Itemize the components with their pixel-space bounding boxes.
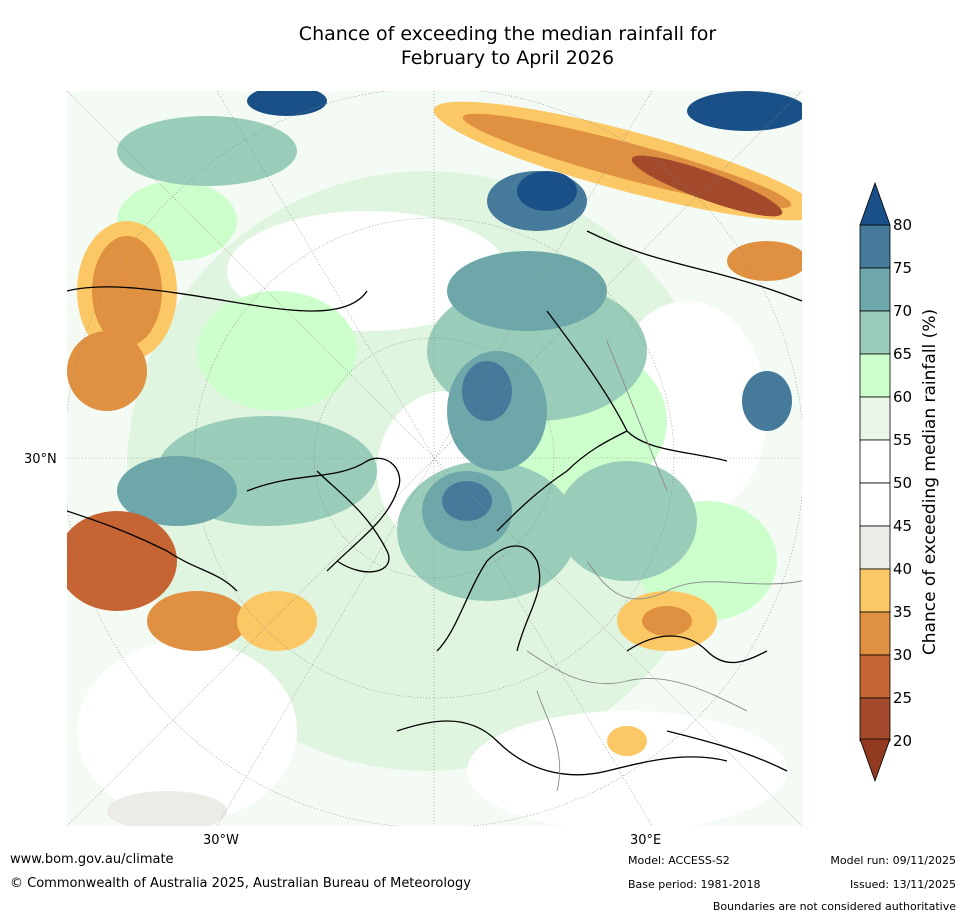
colorbar-bin xyxy=(859,353,891,398)
map-region xyxy=(77,641,297,821)
lat-label-30n: 30°N xyxy=(24,452,57,467)
colorbar-bin xyxy=(859,697,891,742)
map-region xyxy=(237,591,317,651)
footer-boundaries: Boundaries are not considered authoritat… xyxy=(712,900,956,913)
map-region xyxy=(92,236,162,346)
footer-model-run: Model run: 09/11/2025 xyxy=(830,854,956,867)
footer-copyright: © Commonwealth of Australia 2025, Austra… xyxy=(10,876,471,891)
colorbar-tick-label: 45 xyxy=(893,517,913,535)
colorbar-tick-label: 75 xyxy=(893,259,913,277)
map-region xyxy=(247,91,327,116)
colorbar-bin xyxy=(859,654,891,699)
chart-title: Chance of exceeding the median rainfall … xyxy=(0,22,965,70)
colorbar-tick-label: 50 xyxy=(893,474,913,492)
map-region xyxy=(607,726,647,756)
footer-issued: Issued: 13/11/2025 xyxy=(849,878,956,891)
colorbar-over-arrow xyxy=(859,182,891,226)
colorbar-bin xyxy=(859,568,891,613)
colorbar-tick-label: 70 xyxy=(893,302,913,320)
map-region xyxy=(447,251,607,331)
map-region xyxy=(117,116,297,186)
footer-model: Model: ACCESS-S2 xyxy=(628,854,730,867)
colorbar-bin xyxy=(859,439,891,484)
footer-base-period: Base period: 1981-2018 xyxy=(628,878,761,891)
footer-url[interactable]: www.bom.gov.au/climate xyxy=(10,852,174,867)
map-region xyxy=(517,171,577,211)
title-line-2: February to April 2026 xyxy=(400,47,615,69)
map-region xyxy=(67,331,147,411)
colorbar-bin xyxy=(859,224,891,269)
map-region xyxy=(67,511,177,611)
colorbar-tick-label: 55 xyxy=(893,431,913,449)
map-region xyxy=(147,591,247,651)
colorbar-bin xyxy=(859,525,891,570)
map-region xyxy=(442,481,492,521)
map-region xyxy=(557,461,697,581)
colorbar-bin xyxy=(859,267,891,312)
colorbar-tick-label: 30 xyxy=(893,646,913,664)
colorbar-bin xyxy=(859,310,891,355)
colorbar-tick-label: 35 xyxy=(893,603,913,621)
map-region xyxy=(467,711,787,826)
rainfall-map xyxy=(67,91,802,826)
map-region xyxy=(642,606,692,636)
map-region xyxy=(742,371,792,431)
colorbar-under-arrow xyxy=(859,738,891,782)
title-line-1: Chance of exceeding the median rainfall … xyxy=(298,23,717,45)
map-region xyxy=(631,155,783,217)
colorbar-bin xyxy=(859,396,891,441)
colorbar-tick-label: 25 xyxy=(893,689,913,707)
map-region xyxy=(107,791,227,826)
colorbar-tick-label: 20 xyxy=(893,732,913,750)
colorbar-tick-label: 40 xyxy=(893,560,913,578)
map-region xyxy=(117,456,237,526)
colorbar-tick-label: 65 xyxy=(893,345,913,363)
colorbar-bin xyxy=(859,611,891,656)
colorbar-tick-label: 60 xyxy=(893,388,913,406)
colorbar-tick-label: 80 xyxy=(893,216,913,234)
colorbar xyxy=(859,182,891,782)
map-region xyxy=(727,241,802,281)
map-region xyxy=(687,91,802,131)
map-region xyxy=(197,291,357,411)
lon-label-30e: 30°E xyxy=(630,833,662,848)
colorbar-bin xyxy=(859,482,891,527)
map-region xyxy=(462,361,512,421)
colorbar-label: Chance of exceeding median rainfall (%) xyxy=(920,308,940,656)
lon-label-30w: 30°W xyxy=(203,833,239,848)
